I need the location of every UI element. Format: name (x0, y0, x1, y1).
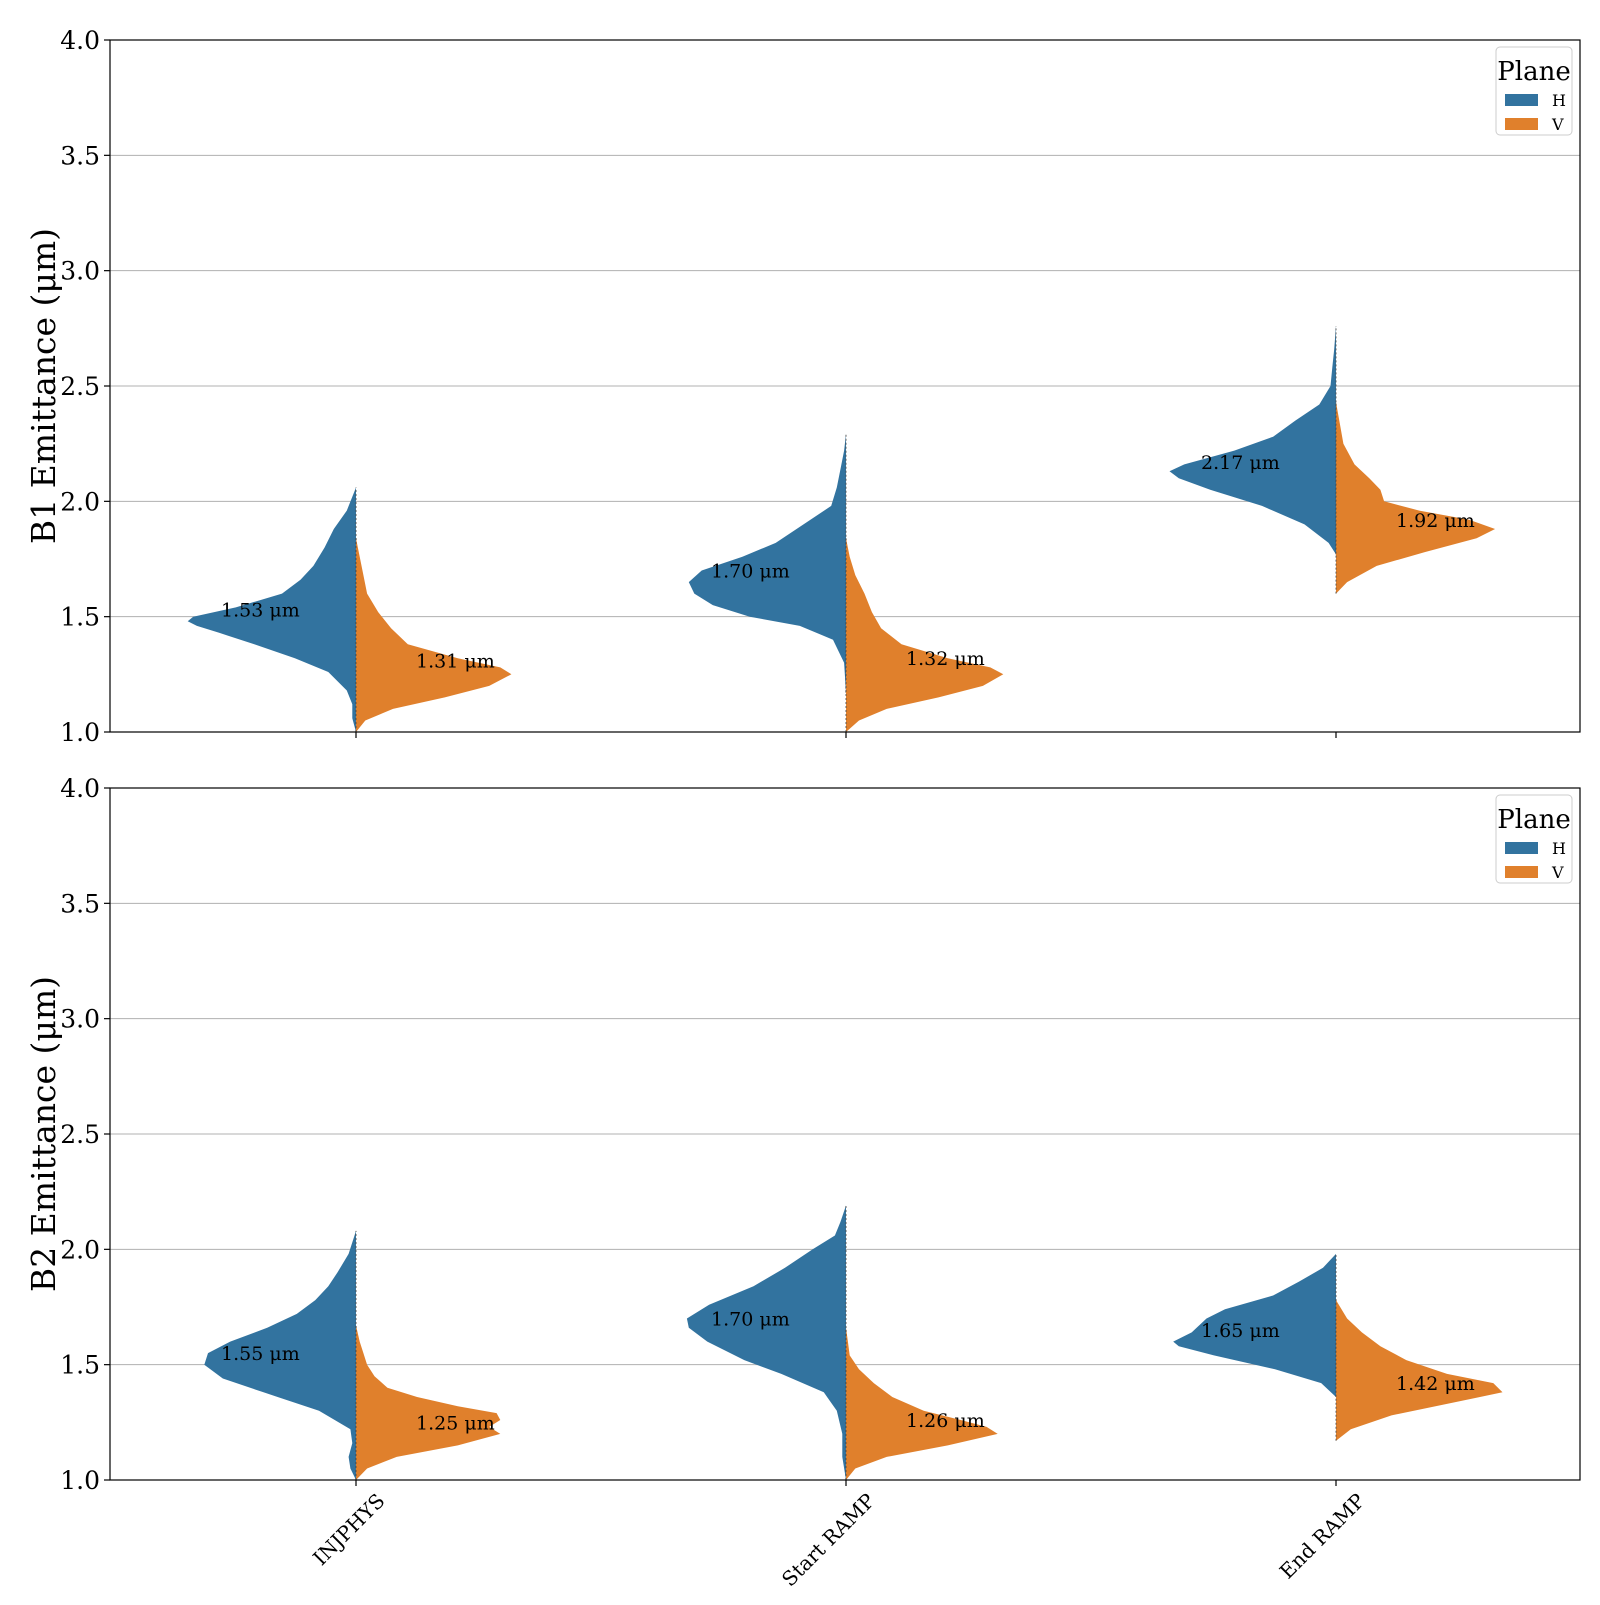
y-tick-label: 2.0 (60, 487, 100, 516)
y-tick-label: 2.0 (60, 1235, 100, 1264)
median-label: 1.92 μm (1396, 510, 1475, 532)
legend-swatch-H (1505, 842, 1538, 854)
y-tick-label: 3.5 (60, 141, 100, 170)
y-tick-label: 3.0 (60, 257, 100, 286)
y-tick-label: 4.0 (60, 774, 100, 803)
median-label: 1.31 μm (416, 650, 495, 672)
legend-label-H: H (1552, 839, 1566, 858)
y-tick-label: 1.0 (60, 718, 100, 747)
chart-panel-2: 1.0 1.5 2.0 2.5 3.0 3.5 4.0 1.55 μm 1.70 μm 1.65 … (24, 774, 1581, 1592)
violin-V-1 (846, 1327, 998, 1480)
median-label: 1.53 μm (221, 600, 300, 622)
y-tick-label: 1.5 (60, 603, 100, 632)
plot-frame (109, 787, 1581, 1481)
violin-V-1 (846, 538, 1004, 732)
y-tick-label: 4.0 (60, 26, 100, 55)
violin-V-0 (356, 538, 512, 732)
legend-label-V: V (1551, 115, 1564, 134)
plot-frame (109, 39, 1581, 733)
median-label: 1.26 μm (906, 1410, 985, 1432)
legend-box (1495, 46, 1573, 136)
violin-V-0 (356, 1325, 501, 1480)
violin-H-1 (686, 1205, 846, 1480)
legend-label-H: H (1552, 91, 1566, 110)
y-tick-label: 1.5 (60, 1351, 100, 1380)
y-tick-label: 3.5 (60, 889, 100, 918)
legend-title: Plane (1497, 805, 1570, 835)
violin-H-2 (1173, 1253, 1336, 1397)
legend-swatch-V (1505, 866, 1538, 878)
median-label: 1.70 μm (711, 1309, 790, 1331)
violin-V-2 (1336, 1300, 1503, 1441)
y-axis-title: B2 Emittance (μm) (24, 976, 63, 1292)
violin-H-1 (688, 434, 846, 693)
median-label: 1.65 μm (1201, 1320, 1280, 1342)
violin-V-2 (1336, 402, 1496, 594)
legend-box (1495, 794, 1573, 884)
y-axis-title: B1 Emittance (μm) (24, 228, 63, 544)
median-label: 1.25 μm (416, 1412, 495, 1434)
median-label: 1.42 μm (1396, 1373, 1475, 1395)
legend-swatch-H (1505, 94, 1538, 106)
y-tick-label: 2.5 (60, 372, 100, 401)
median-label: 1.55 μm (221, 1343, 300, 1365)
legend: Plane HV (1495, 794, 1573, 884)
violin-H-0 (204, 1230, 356, 1480)
y-tick-label: 3.0 (60, 1005, 100, 1034)
legend-swatch-V (1505, 118, 1538, 130)
x-tick-label: End RAMP (1275, 1489, 1370, 1584)
legend-label-V: V (1551, 863, 1564, 882)
violin-H-0 (187, 487, 356, 732)
median-label: 1.32 μm (906, 648, 985, 670)
y-tick-label: 2.5 (60, 1120, 100, 1149)
y-tick-label: 1.0 (60, 1466, 100, 1495)
x-tick-label: Start RAMP (777, 1489, 880, 1592)
violin-H-2 (1169, 326, 1336, 555)
median-label: 2.17 μm (1201, 452, 1280, 474)
median-label: 1.70 μm (711, 561, 790, 583)
chart-panel-1: 1.0 1.5 2.0 2.5 3.0 3.5 4.0 1.53 μm 1.70 μm 2.17 … (24, 26, 1581, 747)
legend-title: Plane (1497, 57, 1570, 87)
x-tick-label: INJPHYS (308, 1489, 389, 1570)
legend: Plane HV (1495, 46, 1573, 136)
